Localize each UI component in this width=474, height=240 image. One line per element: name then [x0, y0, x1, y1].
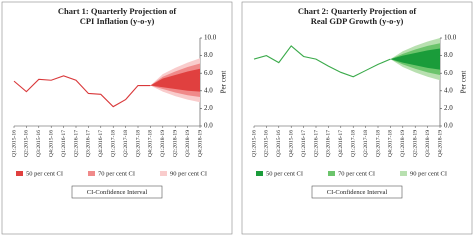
chart-title: Chart 2: Quarterly Projection of: [298, 6, 417, 16]
x-tick-label: Q3:2016-17: [326, 130, 332, 157]
x-tick-label: Q4:2017-18: [148, 130, 154, 157]
x-tick-label: Q3:2015-16: [36, 130, 42, 157]
legend-swatch: [256, 171, 263, 176]
note: CI-Confidence Interval: [87, 189, 148, 196]
note: CI-Confidence Interval: [327, 189, 388, 196]
data-line: [13, 75, 151, 108]
x-tick-label: Q1:2016-17: [61, 130, 67, 157]
x-tick-label: Q3:2017-18: [375, 130, 381, 157]
x-tick-label: Q4:2016-17: [98, 130, 104, 157]
x-tick-label: Q1:2015-16: [11, 130, 17, 157]
y-tick-label: 6.0: [444, 69, 453, 77]
x-tick-label: Q2:2017-18: [363, 130, 369, 157]
y-tick-label: 4.0: [444, 86, 453, 94]
x-tick-label: Q3:2016-17: [86, 130, 92, 157]
y-tick-label: 0.0: [204, 122, 213, 130]
x-tick-label: Q4:2015-16: [48, 130, 54, 157]
x-tick-label: Q4:2015-16: [288, 130, 294, 157]
y-axis-label: Per cent: [220, 71, 228, 94]
legend-swatch: [328, 171, 335, 176]
chart-title: Real GDP Growth (y-o-y): [311, 16, 404, 26]
x-tick-label: Q2:2015-16: [264, 130, 270, 157]
y-tick-label: 6.0: [204, 69, 213, 77]
chart-title: CPI Inflation (y-o-y): [80, 16, 155, 26]
x-tick-label: Q2:2018-19: [172, 130, 178, 157]
y-tick-label: 10.0: [444, 34, 457, 42]
y-axis-label: Per cent: [460, 71, 468, 94]
x-tick-label: Q1:2016-17: [301, 130, 307, 157]
panel-border: [1, 1, 233, 235]
legend-label: 50 per cent CI: [26, 170, 63, 177]
legend-swatch: [400, 171, 407, 176]
y-tick-label: 0.0: [444, 122, 453, 130]
data-line: [253, 45, 391, 78]
y-tick-label: 2.0: [444, 104, 453, 112]
x-tick-label: Q3:2018-19: [425, 130, 431, 157]
x-tick-label: Q1:2017-18: [350, 130, 356, 157]
y-tick-label: 8.0: [444, 51, 453, 59]
legend-swatch: [160, 171, 167, 176]
legend-swatch: [88, 171, 95, 176]
x-tick-label: Q4:2017-18: [388, 130, 394, 157]
y-tick-label: 4.0: [204, 86, 213, 94]
x-tick-label: Q3:2017-18: [135, 130, 141, 157]
y-tick-label: 10.0: [204, 34, 217, 42]
confidence-band: [390, 48, 440, 70]
legend-label: 70 per cent CI: [338, 170, 375, 177]
note-box: [311, 185, 403, 199]
x-tick-label: Q2:2017-18: [123, 130, 129, 157]
x-tick-label: Q2:2018-19: [412, 130, 418, 157]
x-tick-label: Q1:2015-16: [251, 130, 257, 157]
x-tick-label: Q2:2015-16: [24, 130, 30, 157]
y-tick-label: 8.0: [204, 51, 213, 59]
x-tick-label: Q4:2018-19: [197, 130, 203, 157]
chart-title: Chart 1: Quarterly Projection of: [58, 6, 177, 16]
legend-label: 70 per cent CI: [98, 170, 135, 177]
legend-swatch: [16, 171, 23, 176]
x-tick-label: Q4:2016-17: [338, 130, 344, 157]
x-tick-label: Q1:2018-19: [400, 130, 406, 157]
y-tick-label: 2.0: [204, 104, 213, 112]
x-tick-label: Q4:2018-19: [437, 130, 443, 157]
legend-label: 90 per cent CI: [170, 170, 207, 177]
x-tick-label: Q3:2015-16: [276, 130, 282, 157]
legend-label: 50 per cent CI: [266, 170, 303, 177]
note-box: [71, 185, 163, 199]
x-tick-label: Q2:2016-17: [313, 130, 319, 157]
x-tick-label: Q2:2016-17: [73, 130, 79, 157]
confidence-band: [150, 68, 200, 92]
x-tick-label: Q1:2018-19: [160, 130, 166, 157]
panel-border: [241, 1, 473, 235]
x-tick-label: Q1:2017-18: [110, 130, 116, 157]
legend-label: 90 per cent CI: [410, 170, 447, 177]
x-tick-label: Q3:2018-19: [185, 130, 191, 157]
